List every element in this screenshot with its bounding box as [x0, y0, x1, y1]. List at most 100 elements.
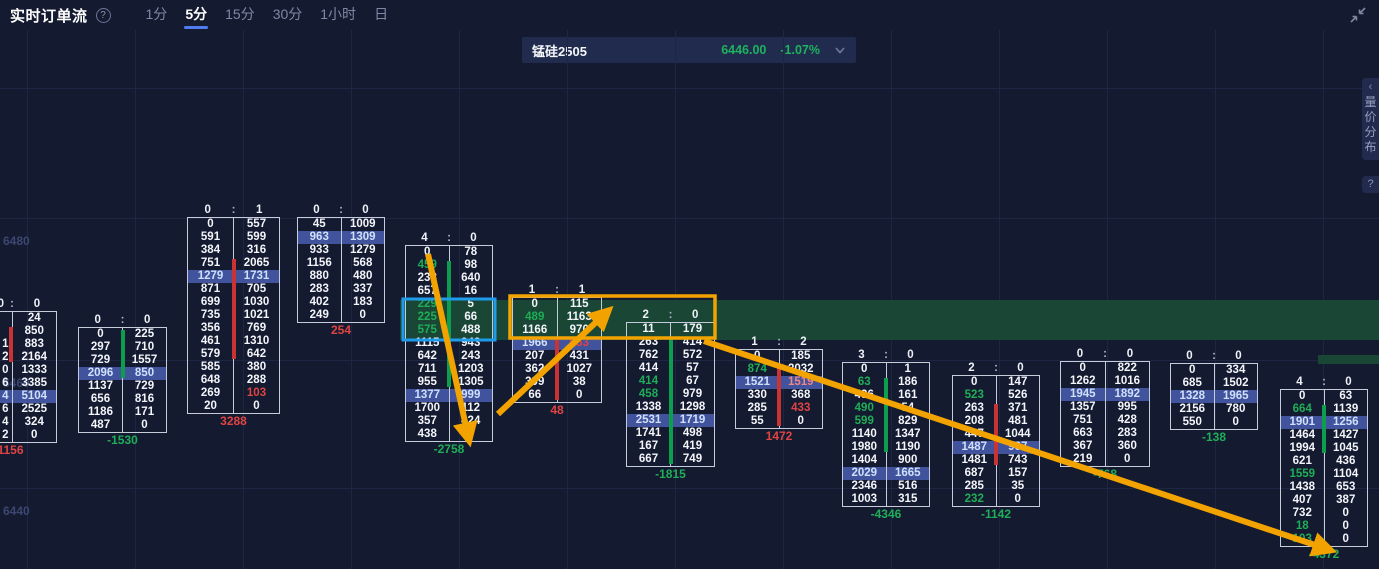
bid-volume: 1901	[1281, 416, 1325, 429]
price-row: 1166 970	[513, 324, 601, 337]
sidebar-toggle-volume-profile[interactable]: ‹ 量价分布	[1362, 78, 1379, 160]
bid-imbalance-count: 2	[968, 362, 975, 374]
tab-1分[interactable]: 1分	[145, 6, 168, 22]
price-row: 663 283	[1061, 427, 1149, 440]
delta-bar	[777, 365, 781, 426]
instrument-selector[interactable]: 锰硅2505 6446.00 -1.07%	[522, 37, 856, 63]
bid-volume: 1741	[627, 427, 671, 440]
bid-volume: 283	[298, 283, 342, 296]
bid-volume: 45	[298, 218, 342, 231]
bid-volume: 2029	[843, 467, 887, 480]
ask-volume: 186	[898, 376, 918, 388]
ask-volume: 1347	[894, 428, 921, 440]
tab-日[interactable]: 日	[374, 6, 389, 22]
footprint-column: 3:0 0 1 63 186 436 161 490 54 599 829 1140 1347 1980 1…	[842, 349, 930, 521]
header-colon: :	[994, 362, 998, 374]
ask-imbalance-count: 1	[256, 204, 263, 216]
bid-volume	[0, 312, 13, 325]
footprint-column: 0: 0 0 822 1262 1016 1945 1892 1357 995 751 428 663 2…	[1060, 348, 1150, 481]
price-row: 656 816	[79, 393, 166, 406]
price-row: 20 0	[188, 400, 279, 413]
tab-15分[interactable]: 15分	[225, 6, 255, 22]
bid-volume: 461	[188, 335, 234, 348]
bid-volume: 933	[298, 244, 342, 257]
column-delta-total: 1472	[765, 429, 793, 443]
bid-volume: 399	[513, 376, 558, 389]
collapse-icon[interactable]	[1349, 6, 1367, 24]
ask-volume: 829	[898, 415, 918, 427]
price-row: 232 0	[953, 493, 1039, 506]
bid-volume: 0	[513, 298, 558, 311]
ask-volume: 315	[898, 493, 918, 505]
bid-volume: 699	[188, 296, 234, 309]
gridline-horizontal	[0, 218, 1379, 219]
price-axis-label: 6440	[3, 504, 30, 518]
price-row: 414 67	[627, 375, 714, 388]
header-colon: :	[777, 336, 781, 348]
poc-row: 4 5104	[0, 390, 56, 403]
header-colon: :	[884, 349, 888, 361]
bid-volume: 63	[843, 376, 887, 389]
period-tabs: 1分 5分 15分 30分 1小时 日	[137, 0, 398, 30]
column-delta-total: 254	[330, 323, 352, 337]
ask-volume: 2032	[787, 363, 814, 375]
column-imbalance-header: 3: 0	[842, 349, 930, 362]
ask-volume: 1309	[349, 231, 376, 243]
ask-volume: 0	[1232, 416, 1239, 428]
ask-volume: 2525	[21, 403, 48, 415]
footprint-box: 0 78 459 98 238 640 657 16 229 5 225 66 575 488 1115 94…	[405, 245, 493, 442]
poc-row: 2029 1665	[843, 467, 929, 480]
ask-volume: 970	[569, 324, 589, 336]
ask-volume: 185	[791, 350, 811, 362]
chart-canvas[interactable]: 6480 6460 6440 0:0 24 850 1 883 2 2164 0 1333 6 3385 4…	[0, 30, 1379, 569]
price-row: 1438 653	[1281, 481, 1367, 494]
bid-volume: 667	[627, 453, 671, 466]
ask-volume: 436	[1336, 455, 1356, 467]
bid-volume: 285	[736, 402, 780, 415]
ask-volume: 967	[1008, 441, 1028, 453]
help-icon[interactable]: ?	[95, 7, 111, 23]
tab-5分[interactable]: 5分	[176, 0, 216, 30]
column-imbalance-header: 1: 2	[735, 336, 823, 349]
bid-volume: 591	[188, 231, 234, 244]
bid-volume: 4	[0, 416, 13, 429]
delta-bar	[8, 327, 13, 362]
ask-volume: 67	[686, 375, 699, 387]
footprint-box: 0 115 489 1163 1166 970 1966 953 207 431 362 1027 39…	[512, 297, 602, 403]
column-imbalance-header: 2: 0	[626, 309, 715, 322]
tab-30分[interactable]: 30分	[272, 6, 303, 22]
price-row: 699 1030	[188, 296, 279, 309]
bid-volume: 575	[406, 324, 450, 337]
gridline-vertical	[135, 30, 136, 569]
ask-volume: 54	[901, 402, 915, 414]
header-colon: :	[10, 298, 14, 310]
header-colon: :	[1103, 348, 1107, 360]
footprint-column: 1: 2 0 185 874 2032 1521 1519 330 368 285 433 55 0 147…	[735, 336, 823, 443]
ask-volume: 0	[1342, 520, 1349, 532]
bid-volume: 2	[0, 429, 13, 442]
sidebar-help-icon[interactable]: ?	[1362, 176, 1379, 193]
ask-volume: 883	[24, 338, 44, 350]
bid-volume: 2531	[627, 414, 671, 427]
ask-volume: 1016	[1114, 375, 1141, 387]
tab-1小时[interactable]: 1小时	[320, 6, 357, 22]
price-row: 648 288	[188, 374, 279, 387]
ask-volume: 1203	[457, 363, 484, 375]
ask-volume: 24	[27, 312, 41, 324]
bid-volume: 0	[736, 350, 780, 363]
ask-volume: 161	[898, 389, 918, 401]
column-imbalance-header: 0: 1	[187, 204, 280, 217]
column-delta-total: -768	[1092, 467, 1118, 481]
ask-volume: 1427	[1332, 429, 1359, 441]
ask-volume: 0	[797, 415, 804, 427]
column-delta-total: -4346	[870, 507, 902, 521]
bid-volume: 1980	[843, 441, 887, 454]
bid-volume: 0	[406, 246, 450, 259]
column-imbalance-header: 4: 0	[1280, 376, 1368, 389]
price-row: 585 380	[188, 361, 279, 374]
price-row: 0 115	[513, 298, 601, 311]
ask-volume: 1719	[679, 414, 706, 426]
bid-volume: 362	[513, 363, 558, 376]
ask-imbalance-count: 0	[362, 204, 369, 216]
bid-imbalance-count: 0	[94, 314, 101, 326]
